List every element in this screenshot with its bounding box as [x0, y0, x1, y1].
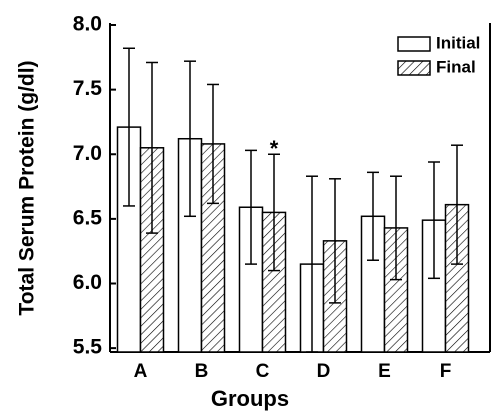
- x-tick-label: F: [440, 361, 452, 382]
- x-tick-label: A: [134, 361, 148, 382]
- legend-label: Final: [436, 57, 476, 76]
- y-tick-label: 7.0: [73, 142, 102, 165]
- y-tick-label: 5.5: [73, 336, 103, 359]
- legend-swatch: [397, 36, 431, 52]
- y-tick-label: 6.0: [73, 271, 102, 294]
- y-axis-label: Total Serum Protein (g/dl): [16, 60, 39, 315]
- y-tick-label: 6.5: [73, 206, 103, 229]
- annotation: *: [270, 136, 279, 161]
- x-tick-label: E: [378, 361, 391, 382]
- x-axis-label: Groups: [211, 386, 289, 411]
- legend-swatch: [397, 60, 431, 76]
- y-tick-label: 7.5: [73, 77, 103, 100]
- y-tick-label: 8.0: [73, 13, 102, 36]
- x-tick-label: C: [256, 361, 270, 382]
- x-tick-label: B: [195, 361, 209, 382]
- x-tick-label: D: [317, 361, 331, 382]
- legend-label: Initial: [436, 33, 480, 52]
